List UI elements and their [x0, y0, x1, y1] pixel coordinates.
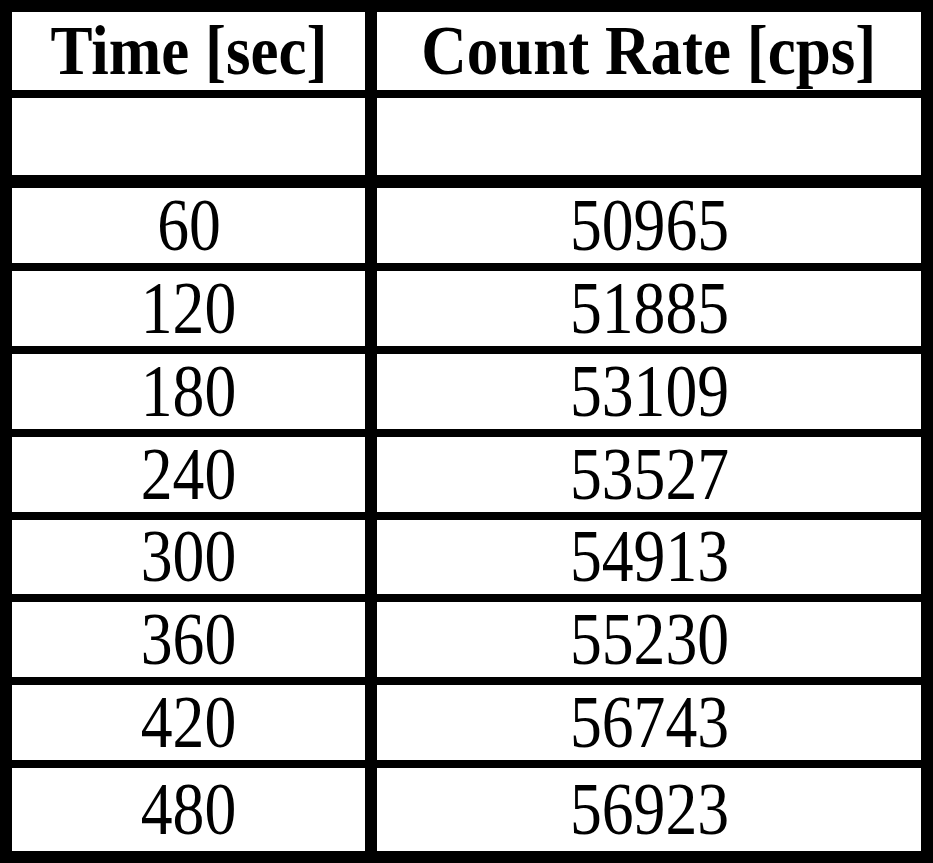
column-header-time: Time [sec]	[12, 12, 377, 98]
count-rate-value: 55230	[569, 602, 728, 682]
count-rate-value: 53109	[569, 354, 728, 434]
time-value: 360	[141, 602, 236, 682]
time-value: 240	[141, 437, 236, 517]
count-rate-cell: 50965	[377, 188, 921, 271]
data-table: Time [sec] Count Rate [cps] 60 50965 120…	[0, 0, 933, 863]
time-cell: 480	[12, 768, 377, 851]
count-rate-value: 51885	[569, 271, 728, 351]
count-rate-value: 56923	[569, 768, 728, 851]
count-rate-cell: 53109	[377, 354, 921, 437]
spacer-cell-count-rate	[377, 98, 921, 188]
column-header-count-rate-label: Count Rate [cps]	[422, 12, 877, 91]
time-cell: 120	[12, 271, 377, 354]
count-rate-value: 50965	[569, 188, 728, 268]
time-value: 120	[141, 271, 236, 351]
count-rate-cell: 54913	[377, 520, 921, 603]
time-value: 420	[141, 685, 236, 765]
count-rate-cell: 56743	[377, 685, 921, 768]
count-rate-cell: 56923	[377, 768, 921, 851]
time-cell: 300	[12, 520, 377, 603]
time-value: 480	[141, 768, 236, 851]
time-cell: 360	[12, 602, 377, 685]
time-value: 300	[141, 520, 236, 600]
count-rate-value: 56743	[569, 685, 728, 765]
count-rate-cell: 55230	[377, 602, 921, 685]
time-cell: 60	[12, 188, 377, 271]
count-rate-value: 54913	[569, 520, 728, 600]
column-header-count-rate: Count Rate [cps]	[377, 12, 921, 98]
time-cell: 420	[12, 685, 377, 768]
time-cell: 180	[12, 354, 377, 437]
time-value: 60	[157, 188, 221, 268]
count-rate-cell: 51885	[377, 271, 921, 354]
count-rate-value: 53527	[569, 437, 728, 517]
spacer-cell-time	[12, 98, 377, 188]
count-rate-cell: 53527	[377, 437, 921, 520]
time-value: 180	[141, 354, 236, 434]
time-cell: 240	[12, 437, 377, 520]
column-header-time-label: Time [sec]	[50, 12, 327, 91]
